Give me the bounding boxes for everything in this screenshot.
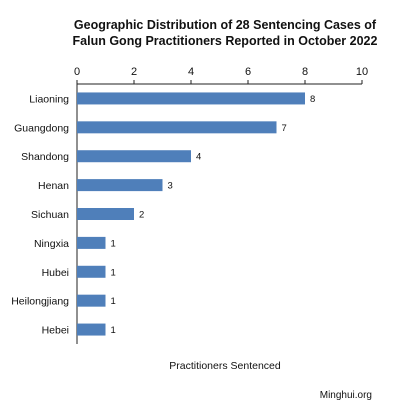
category-label: Shandong xyxy=(21,151,69,163)
category-label: Guangdong xyxy=(14,122,69,134)
x-tick-label: 10 xyxy=(356,66,368,78)
category-label: Heilongjiang xyxy=(11,296,69,308)
bar-shandong xyxy=(77,150,191,163)
data-label: 1 xyxy=(111,325,116,336)
data-label: 8 xyxy=(310,94,315,105)
x-tick-label: 8 xyxy=(302,66,308,78)
category-label: Liaoning xyxy=(29,93,69,105)
category-label: Ningxia xyxy=(34,238,69,250)
data-label: 7 xyxy=(282,123,287,134)
category-label: Henan xyxy=(38,180,69,192)
bar-guangdong xyxy=(77,121,277,134)
x-axis-label: Practitioners Sentenced xyxy=(169,360,281,372)
x-tick-label: 4 xyxy=(188,66,194,78)
bar-hebei xyxy=(77,323,106,336)
source-label: Minghui.org xyxy=(319,390,372,401)
category-label: Hubei xyxy=(42,267,69,279)
chart-title: Geographic Distribution of 28 Sentencing… xyxy=(72,18,378,48)
x-tick-label: 6 xyxy=(245,66,251,78)
data-label: 1 xyxy=(111,296,116,307)
bar-hubei xyxy=(77,265,106,278)
bar-ningxia xyxy=(77,236,106,249)
x-tick-label: 0 xyxy=(74,66,80,78)
category-label: Hebei xyxy=(42,325,69,337)
data-label: 2 xyxy=(139,210,144,221)
bar-sichuan xyxy=(77,208,134,220)
bar-heilongjiang xyxy=(77,294,106,307)
category-label: Sichuan xyxy=(31,209,69,221)
data-label: 1 xyxy=(111,267,116,278)
data-label: 3 xyxy=(168,181,173,192)
bar-henan xyxy=(77,179,163,192)
bar-liaoning xyxy=(77,92,305,105)
data-label: 4 xyxy=(196,152,201,163)
data-label: 1 xyxy=(111,238,116,249)
x-tick-label: 2 xyxy=(131,66,137,78)
